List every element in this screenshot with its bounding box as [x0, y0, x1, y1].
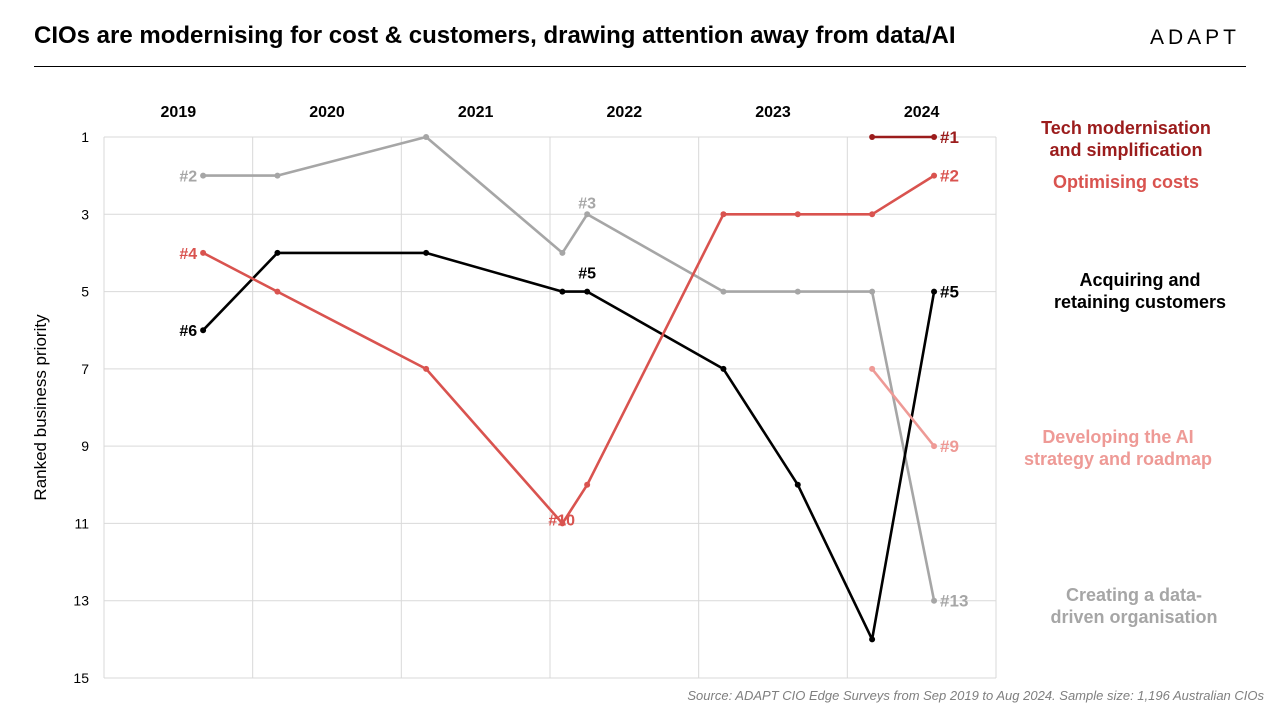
point-tech-1	[931, 134, 938, 140]
source-note: Source: ADAPT CIO Edge Surveys from Sep …	[687, 688, 1264, 703]
point-label-customers-1: #5	[578, 266, 596, 283]
series-name-tech-1: and simplification	[1049, 140, 1202, 160]
point-customers-5	[720, 365, 727, 372]
y-tick-label-0: 1	[81, 129, 89, 145]
point-customers-1	[274, 249, 281, 256]
point-tech-0	[869, 134, 876, 140]
point-costs-8	[931, 172, 938, 179]
y-tick-label-4: 9	[81, 438, 89, 454]
point-costs-6	[794, 211, 801, 218]
year-label-2023: 2023	[755, 104, 791, 121]
year-label-2024: 2024	[904, 104, 940, 121]
year-label-2019: 2019	[161, 104, 197, 121]
point-ai-1	[931, 443, 938, 450]
point-costs-5	[720, 211, 727, 218]
series-name-data-1: driven organisation	[1050, 607, 1217, 627]
point-data-5	[720, 288, 727, 295]
series-line-costs	[202, 174, 935, 525]
series-name-costs-0: Optimising costs	[1053, 172, 1199, 192]
y-tick-label-2: 5	[81, 284, 89, 300]
y-tick-label-3: 7	[81, 361, 89, 377]
point-data-3	[559, 249, 566, 256]
y-axis-label: Ranked business priority	[31, 314, 50, 501]
series-name-ai-0: Developing the AI	[1042, 427, 1193, 447]
series-name-customers-0: Acquiring and	[1080, 270, 1201, 290]
y-tick-label-6: 13	[73, 593, 89, 609]
point-label-data-1: #3	[578, 195, 596, 212]
series-line-ai	[871, 368, 936, 447]
point-customers-0	[200, 327, 207, 334]
point-label-costs-1: #10	[548, 512, 575, 529]
y-tick-label-7: 15	[73, 670, 89, 686]
point-label-data-0: #2	[179, 169, 197, 186]
point-data-0	[200, 172, 207, 179]
point-data-6	[794, 288, 801, 295]
end-label-ai: #9	[940, 437, 959, 456]
point-customers-7	[869, 636, 876, 643]
series-name-data-0: Creating a data-	[1066, 585, 1202, 605]
series-name-tech-0: Tech modernisation	[1041, 118, 1211, 138]
point-data-7	[869, 288, 876, 295]
point-label-customers-0: #6	[179, 323, 197, 340]
point-data-8	[931, 597, 938, 604]
logo-text: ADAPT	[1150, 26, 1241, 49]
point-customers-6	[794, 481, 801, 488]
point-costs-7	[869, 211, 876, 218]
point-customers-3	[559, 288, 566, 295]
year-label-2020: 2020	[309, 104, 345, 121]
year-label-2021: 2021	[458, 104, 494, 121]
y-tick-label-5: 11	[74, 515, 89, 531]
point-data-4	[584, 211, 591, 218]
series-name-ai-1: strategy and roadmap	[1024, 449, 1212, 469]
point-costs-3	[559, 520, 566, 527]
point-ai-0	[869, 365, 876, 372]
end-label-customers: #5	[940, 283, 959, 302]
point-customers-8	[931, 288, 938, 295]
point-costs-2	[423, 365, 430, 372]
title-divider	[34, 66, 1246, 67]
point-data-1	[274, 172, 281, 179]
page-title: CIOs are modernising for cost & customer…	[34, 22, 956, 49]
point-customers-2	[423, 249, 430, 256]
point-customers-4	[584, 288, 591, 295]
adapt-logo: ADAPT	[1150, 26, 1240, 50]
series-name-customers-1: retaining customers	[1054, 292, 1226, 312]
point-data-2	[423, 134, 430, 140]
end-label-costs: #2	[940, 167, 959, 186]
y-tick-label-1: 3	[81, 206, 89, 222]
point-costs-1	[274, 288, 281, 295]
year-label-2022: 2022	[607, 104, 643, 121]
point-costs-4	[584, 481, 591, 488]
end-label-data: #13	[940, 592, 968, 611]
end-label-tech: #1	[940, 128, 959, 147]
point-costs-0	[200, 249, 207, 256]
point-label-costs-0: #4	[179, 246, 197, 263]
